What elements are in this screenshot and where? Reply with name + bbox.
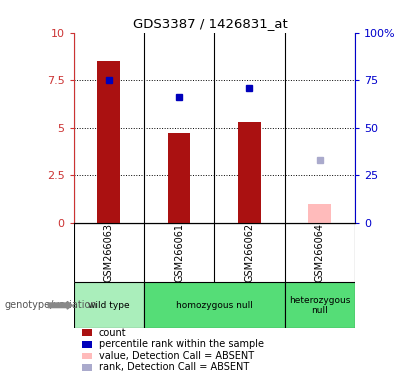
Text: GSM266064: GSM266064 [315, 223, 325, 282]
Bar [238, 122, 261, 223]
Text: GDS3387 / 1426831_at: GDS3387 / 1426831_at [133, 17, 287, 30]
Bar [285, 282, 355, 328]
Text: GSM266063: GSM266063 [104, 223, 114, 282]
Text: homozygous null: homozygous null [176, 301, 253, 310]
Bar [168, 133, 190, 223]
Text: genotype/variation: genotype/variation [4, 300, 97, 310]
Text: percentile rank within the sample: percentile rank within the sample [99, 339, 264, 349]
Text: GSM266061: GSM266061 [174, 223, 184, 282]
Text: wild type: wild type [88, 301, 129, 310]
Text: value, Detection Call = ABSENT: value, Detection Call = ABSENT [99, 351, 254, 361]
Bar [97, 61, 120, 223]
Text: count: count [99, 328, 126, 338]
Text: GSM266062: GSM266062 [244, 223, 255, 282]
Bar [144, 282, 285, 328]
Bar [308, 204, 331, 223]
Bar [74, 282, 144, 328]
Text: rank, Detection Call = ABSENT: rank, Detection Call = ABSENT [99, 362, 249, 372]
Text: heterozygous
null: heterozygous null [289, 296, 350, 315]
